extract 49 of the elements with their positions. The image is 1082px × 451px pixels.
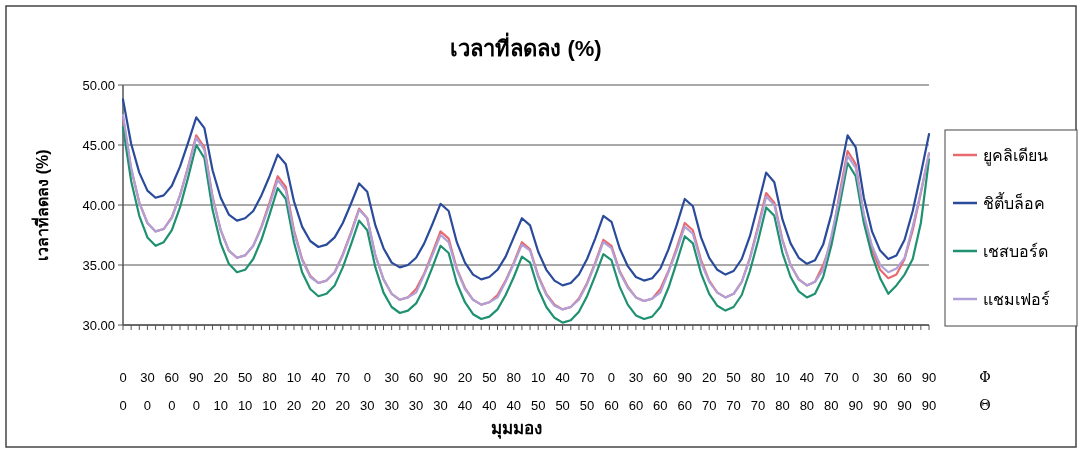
x-tick-label: 40 20 [311, 370, 326, 413]
x-tick-label: 90 60 [677, 370, 692, 413]
legend-label: ชิตี้บล็อค [983, 191, 1045, 212]
x-tick-label: 70 80 [824, 370, 839, 413]
x-tick-label: 50 10 [237, 370, 253, 413]
x-tick-label: 60 30 [408, 370, 424, 413]
legend-label: ยูคลิเดียน [983, 146, 1048, 166]
x-tick-label: 70 50 [579, 370, 595, 413]
text: Φ [979, 369, 991, 385]
x-tick-label: 20 40 [457, 370, 473, 413]
x-tick-label: 10 20 [286, 370, 302, 413]
y-axis-title: เวลาที่ลดลง (%) [31, 149, 51, 261]
x-tick-label: 20 70 [701, 370, 717, 413]
legend-label: เชสบอร์ด [983, 241, 1048, 260]
x-tick-label: 50 70 [726, 370, 741, 413]
x-tick-label: 0 30 [360, 370, 375, 413]
y-tick-label: 35.00 [82, 257, 115, 273]
y-tick-label: 30.00 [82, 317, 115, 333]
chart-title: เวลาที่ลดลง (%) [450, 32, 602, 61]
x-tick-label: 20 10 [213, 370, 228, 413]
x-tick-label: 0 90 [848, 370, 863, 413]
line-series [121, 98, 931, 287]
x-tick-label: 30 30 [384, 370, 399, 413]
x-tick-label: 80 40 [506, 370, 522, 413]
x-tick-label: 10 50 [530, 370, 546, 413]
x-tick-label: 90 90 [921, 370, 937, 413]
x-tick-label: 30 0 [140, 370, 155, 413]
y-tick-label: 50.00 [82, 77, 115, 93]
x-tick-label: 70 20 [335, 370, 351, 413]
x-tick-label: 90 30 [433, 370, 448, 413]
x-tick-label: 60 90 [897, 370, 912, 413]
x-tick-label: 60 60 [653, 370, 668, 413]
x-tick-label: 40 50 [555, 370, 570, 413]
x-axis-title: มุมมอง [490, 419, 542, 439]
x-tick-label: 40 80 [799, 370, 815, 413]
x-tick-label: 0 60 [604, 370, 619, 413]
text: Θ [979, 397, 991, 413]
x-tick-label: 30 90 [872, 370, 888, 413]
y-tick-label: 40.00 [82, 197, 115, 213]
x-tick-label: 30 60 [628, 370, 644, 413]
legend-label: แชมเฟอร์ [983, 289, 1050, 308]
y-tick-label: 45.00 [82, 137, 115, 153]
x-tick-label: 60 0 [164, 370, 180, 413]
x-tick-label: 0 0 [119, 370, 127, 413]
x-tick-label: 10 80 [775, 370, 790, 413]
x-tick-label: 90 0 [189, 370, 204, 413]
x-tick-label: 80 70 [750, 370, 766, 413]
x-tick-label: 80 10 [262, 370, 277, 413]
x-tick-label: 50 40 [482, 370, 497, 413]
